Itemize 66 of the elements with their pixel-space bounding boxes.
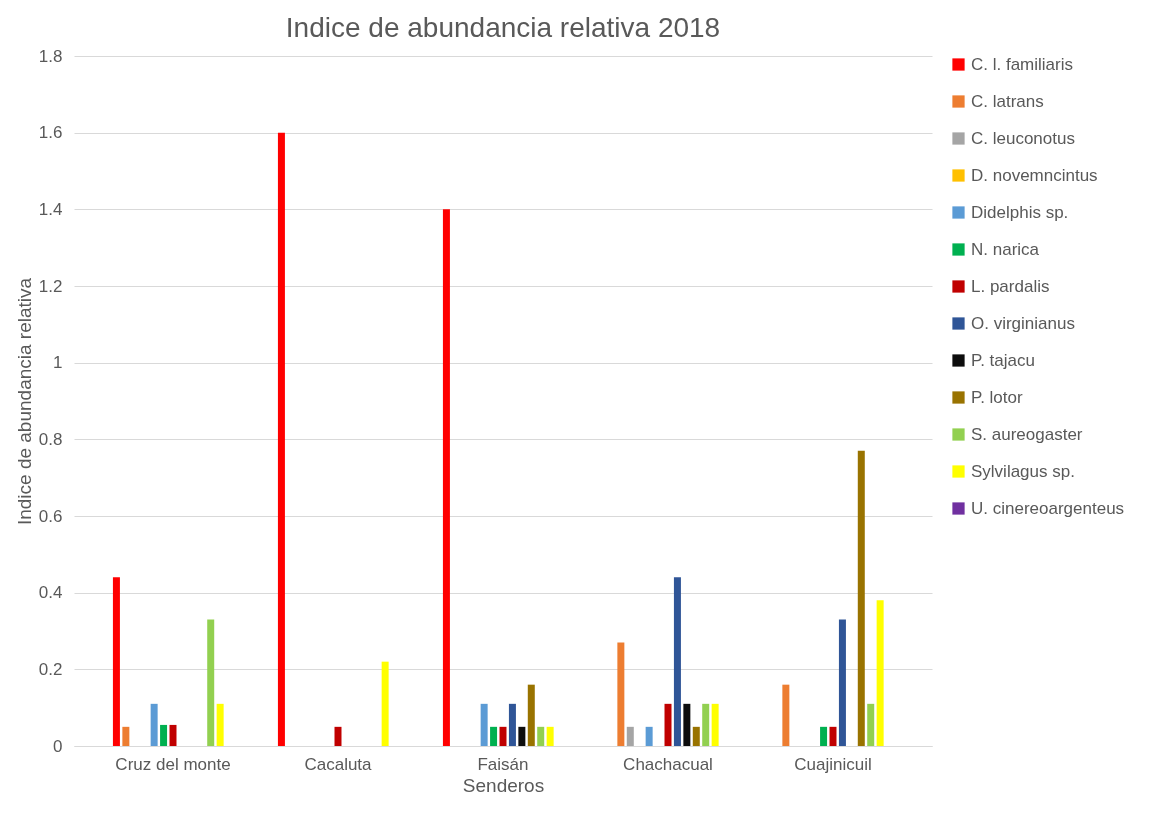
bar bbox=[645, 726, 653, 746]
bar bbox=[546, 726, 554, 746]
y-tick-label: 0.4 bbox=[38, 583, 63, 603]
legend-label: C. leuconotus bbox=[971, 128, 1075, 148]
legend-label: O. virginianus bbox=[971, 313, 1075, 333]
legend-label: Sylvilagus sp. bbox=[971, 461, 1075, 481]
x-tick-label: Cuajinicuil bbox=[794, 754, 872, 774]
legend-label: D. novemncintus bbox=[971, 165, 1098, 185]
x-tick-label: Cruz del monte bbox=[115, 754, 231, 774]
bar bbox=[664, 703, 672, 746]
bar bbox=[820, 726, 828, 746]
x-tick-label: Chachacual bbox=[623, 754, 713, 774]
legend-label: P. tajacu bbox=[971, 350, 1035, 370]
bar bbox=[527, 684, 535, 746]
bar bbox=[207, 619, 215, 746]
bar bbox=[490, 726, 498, 746]
y-tick-label: 0.6 bbox=[38, 506, 63, 526]
y-axis-title: Indice de abundancia relativa bbox=[13, 277, 35, 526]
y-tick-label: 0 bbox=[53, 736, 63, 756]
legend-label: L. pardalis bbox=[971, 276, 1050, 296]
bar bbox=[480, 703, 488, 746]
y-tick-label: 1.8 bbox=[38, 46, 63, 66]
x-tick-label: Faisán bbox=[477, 754, 529, 774]
y-tick-label: 1.4 bbox=[38, 199, 63, 219]
bar bbox=[702, 703, 710, 746]
bar bbox=[508, 703, 516, 746]
bar bbox=[160, 724, 168, 746]
x-tick-label: Cacaluta bbox=[304, 754, 373, 774]
chart-title: Indice de abundancia relativa 2018 bbox=[285, 12, 721, 43]
legend-label: Didelphis sp. bbox=[971, 202, 1069, 222]
bar bbox=[150, 703, 158, 746]
bar bbox=[112, 577, 120, 746]
bar bbox=[216, 703, 224, 746]
legend-label: U. cinereoargenteus bbox=[971, 498, 1125, 518]
bar bbox=[442, 209, 450, 746]
bar bbox=[683, 703, 691, 746]
bar bbox=[829, 726, 837, 746]
y-tick-label: 0.8 bbox=[38, 429, 63, 449]
x-axis-title: Senderos bbox=[462, 774, 545, 796]
bar bbox=[857, 450, 865, 746]
bar bbox=[381, 661, 389, 746]
bar bbox=[626, 726, 634, 746]
legend-label: C. l. familiaris bbox=[971, 54, 1074, 74]
bar bbox=[122, 726, 130, 746]
bar bbox=[277, 132, 285, 746]
legend-label: C. latrans bbox=[971, 91, 1044, 111]
bar bbox=[334, 726, 342, 746]
bar bbox=[617, 642, 625, 746]
bar bbox=[169, 724, 177, 746]
bar bbox=[876, 600, 884, 746]
bar bbox=[692, 726, 700, 746]
bar bbox=[867, 703, 875, 746]
y-tick-label: 1.2 bbox=[38, 276, 63, 296]
bar bbox=[499, 726, 507, 746]
bar bbox=[673, 577, 681, 746]
y-tick-label: 0.2 bbox=[38, 659, 63, 679]
legend-label: N. narica bbox=[971, 239, 1040, 259]
y-tick-label: 1 bbox=[53, 353, 63, 373]
y-tick-label: 1.6 bbox=[38, 123, 63, 143]
legend-label: S. aureogaster bbox=[971, 424, 1083, 444]
bar bbox=[782, 684, 790, 746]
bar bbox=[518, 726, 526, 746]
bar bbox=[711, 703, 719, 746]
legend-label: P. lotor bbox=[971, 387, 1023, 407]
bar bbox=[838, 619, 846, 746]
bar bbox=[537, 726, 545, 746]
